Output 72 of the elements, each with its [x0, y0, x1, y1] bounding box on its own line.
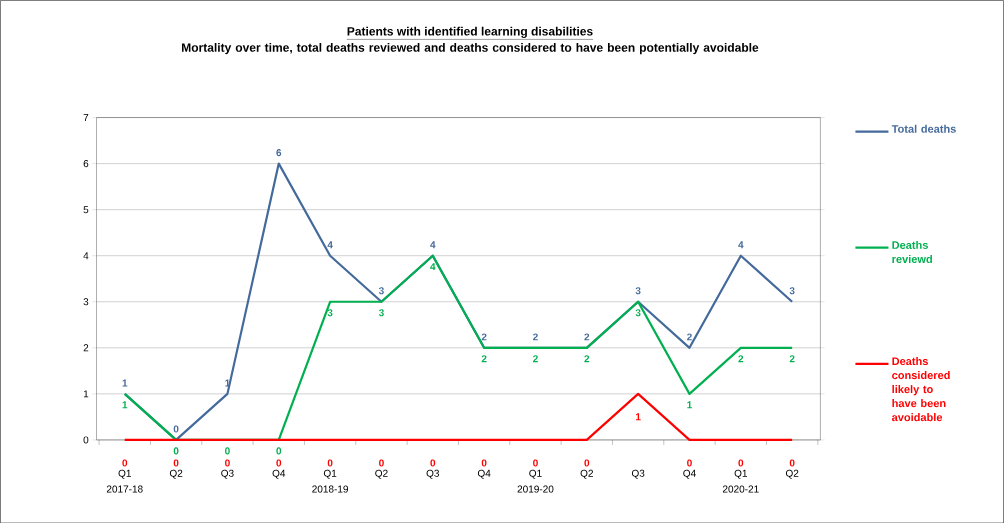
x-tick-label: Q3 [426, 469, 440, 479]
data-label: 0 [584, 459, 590, 467]
legend-label: Deaths considered likely to have been avoidable [892, 356, 950, 421]
data-label: 0 [173, 459, 179, 467]
x-tick-label: Q1 [734, 469, 748, 479]
y-tick-label: 2 [83, 344, 89, 352]
legend-label: Deaths reviewd [892, 240, 932, 263]
data-label: 2 [738, 355, 744, 363]
data-label: 4 [738, 241, 744, 249]
x-tick-label: Q2 [785, 469, 799, 479]
x-tick-label: Q4 [683, 469, 696, 479]
data-label: 0 [789, 459, 795, 467]
data-label: 2 [687, 333, 692, 341]
y-tick-label: 4 [83, 252, 89, 259]
text: 2020-21 [722, 485, 759, 493]
data-label: 1 [635, 413, 641, 421]
data-label: 0 [379, 459, 384, 467]
x-tick-label: Q1 [118, 469, 131, 479]
y-tick-label: 1 [83, 390, 89, 398]
data-label: 0 [225, 447, 230, 455]
text: 2018-19 [312, 485, 349, 493]
x-tick-label: Q4 [477, 469, 491, 479]
data-label: 3 [327, 309, 333, 317]
data-label: 4 [327, 241, 333, 249]
chart-subtitle: Mortality over time, total deaths reviewed and deaths considered to have been potentially avoidable [182, 42, 759, 54]
x-tick-label: Q3 [631, 469, 645, 479]
x-tick-label: Q2 [580, 469, 593, 479]
data-label: 2 [533, 355, 538, 363]
data-label: 0 [276, 447, 282, 455]
data-label: 0 [430, 459, 436, 467]
data-label: 6 [276, 148, 282, 156]
data-label: 3 [789, 287, 795, 295]
data-label: 3 [378, 309, 384, 317]
data-label: 0 [173, 425, 179, 433]
data-label: 2 [584, 333, 590, 341]
x-tick-label: Q3 [221, 469, 234, 479]
x-tick-label: Q1 [323, 469, 337, 479]
data-label: 0 [738, 459, 744, 467]
data-label: 3 [378, 287, 384, 295]
chart-title: Patients with identified learning disabilities [347, 26, 593, 38]
data-label: 0 [173, 447, 179, 455]
y-tick-label: 6 [83, 159, 89, 167]
data-label: 3 [635, 309, 641, 317]
x-tick-label: Q1 [529, 469, 542, 479]
y-tick-label: 0 [83, 436, 89, 444]
data-label: 2 [789, 355, 795, 363]
y-tick-label: 7 [83, 113, 89, 121]
data-label: 3 [635, 287, 641, 295]
data-label: 1 [687, 401, 692, 408]
data-label: 1 [122, 379, 128, 387]
y-tick-label: 5 [83, 205, 89, 213]
data-label: 0 [276, 459, 282, 467]
data-label: 0 [533, 459, 538, 467]
text: 2017-18 [106, 485, 143, 493]
legend-label: Total deaths [891, 124, 956, 133]
data-label: 2 [584, 355, 590, 363]
x-tick-label: Q4 [272, 469, 286, 479]
y-tick-label: 3 [83, 298, 89, 306]
data-label: 0 [327, 459, 333, 467]
x-tick-label: Q2 [169, 469, 183, 479]
data-label: 4 [430, 262, 436, 270]
text: 2019-20 [517, 485, 554, 493]
x-tick-label: Q2 [375, 469, 388, 479]
data-label: 2 [481, 333, 487, 341]
data-label: 0 [122, 459, 128, 467]
data-label: 4 [430, 241, 436, 249]
data-label: 1 [122, 401, 128, 408]
data-label: 2 [481, 355, 487, 363]
data-label: 0 [225, 459, 230, 467]
data-label: 0 [481, 459, 487, 467]
data-label: 2 [533, 333, 538, 341]
data-label: 0 [687, 459, 692, 467]
